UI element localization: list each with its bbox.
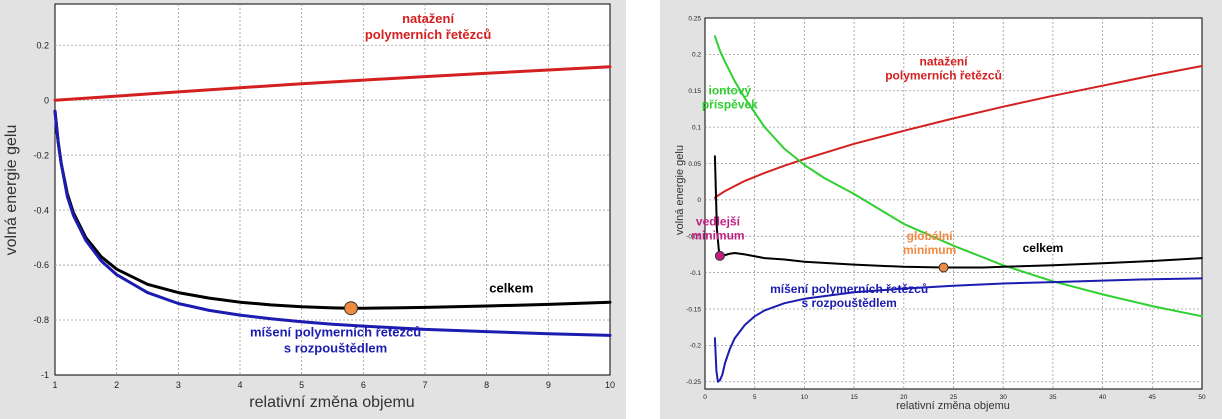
x-tick-label: 30 [1000,394,1008,401]
y-tick-label: -0.1 [690,270,702,277]
y-tick-label: 0 [697,197,701,204]
left-chart: 1 2 3 4 5 6 7 8 9 10 0.2 0 -0.2 -0.4 -0.6 -0.8 -1 nataž… [3,3,615,411]
y-axis-label: volná energie gelu [674,145,686,235]
y-tick-labels: 0.25 0.2 0.15 0.1 0.05 0 -0.05 -0.1 -0.15 -0.2 -0.… [686,15,701,386]
annotation-line: natažení [920,54,969,68]
x-tick-label: 7 [422,380,427,390]
right-chart-panel: 0 5 10 15 20 25 30 35 40 45 50 0.25 0.2 0.15 0.1 0.05 0… [660,0,1222,419]
x-tick-label: 5 [753,394,757,401]
x-tick-label: 0 [703,394,707,401]
x-tick-label: 9 [546,380,551,390]
x-tick-label: 2 [114,380,119,390]
annotation-line: míšení polymerních řetězců [250,325,421,340]
y-tick-label: 0.2 [36,40,49,50]
x-tick-label: 45 [1149,394,1157,401]
y-tick-label: -0.4 [33,205,49,215]
markers [714,250,949,273]
y-tick-label: 0.2 [692,52,701,59]
y-axis-label: volná energie gelu [3,125,20,256]
series-line-mixing [713,277,1203,383]
annotation-line: globální [907,229,954,243]
y-tick-label: -1 [41,370,49,380]
x-tick-label: 10 [605,380,615,390]
annotation-ionic_label: iontový příspěvek [702,83,758,111]
marker-global_min [344,301,358,316]
x-tick-label: 25 [950,394,958,401]
x-tick-labels: 0 5 10 15 20 25 30 35 40 45 50 [703,394,1206,401]
series-lines [53,65,612,337]
y-tick-label: -0.2 [690,343,702,350]
annotation-global_min_label: globální minimum [903,229,956,257]
x-tick-label: 1 [52,380,57,390]
y-tick-label: 0 [44,95,49,105]
annotation-mixing_label: míšení polymerních řetězců s rozpouštědle… [250,325,421,356]
annotation-line: s rozpouštědlem [801,296,896,310]
annotation-line: příspěvek [702,97,758,111]
markers [344,301,358,316]
annotation-line: minimum [691,228,744,242]
annotation-line: natažení [402,11,454,26]
annotation-line: s rozpouštědlem [284,341,387,356]
x-tick-label: 6 [361,380,366,390]
plot-area [54,3,611,376]
y-tick-labels: 0.2 0 -0.2 -0.4 -0.6 -0.8 -1 [33,40,49,380]
x-tick-label: 20 [900,394,908,401]
x-tick-label: 3 [176,380,181,390]
x-tick-label: 35 [1049,394,1057,401]
y-tick-label: 0.1 [692,124,701,131]
y-tick-label: -0.25 [686,379,701,386]
series-line-stretch [713,65,1203,199]
annotations: natažení polymerních řetězců iontový příspě… [691,54,1063,310]
y-tick-label: 0.05 [688,161,701,168]
x-tick-label: 50 [1198,394,1206,401]
series-line-stretch [53,65,612,102]
y-tick-label: -0.8 [33,315,49,325]
grid [705,18,1202,389]
annotation-mixing_label: míšení polymerních řetězců s rozpouštědle… [770,282,928,310]
y-tick-label: -0.6 [33,260,49,270]
x-tick-label: 10 [801,394,809,401]
x-tick-labels: 1 2 3 4 5 6 7 8 9 10 [52,380,615,390]
y-tick-label: 0.25 [688,15,701,22]
annotation-line: míšení polymerních řetězců [770,282,928,296]
grid [55,4,610,375]
annotation-stretch_label: natažení polymerních řetězců [885,54,1002,82]
annotation-line: minimum [903,243,956,257]
annotations: natažení polymerních řetězců celkem míšení … [250,11,533,355]
y-tick-label: -0.2 [33,150,49,160]
left-chart-panel: 1 2 3 4 5 6 7 8 9 10 0.2 0 -0.2 -0.4 -0.6 -0.8 -1 nataž… [0,0,626,419]
x-axis-label: relativní změna objemu [896,400,1010,412]
marker-secondary_min [714,250,725,261]
x-axis-label: relativní změna objemu [249,394,414,411]
annotation-line: polymerních řetězců [885,68,1002,82]
annotation-total_label: celkem [489,281,533,296]
marker-global_min [938,262,949,273]
annotation-stretch_label: natažení polymerních řetězců [365,11,491,42]
annotation-total_label: celkem [1023,241,1064,255]
annotation-line: polymerních řetězců [365,27,491,42]
annotation-line: vedlejší [696,214,741,228]
x-tick-label: 5 [299,380,304,390]
x-tick-label: 4 [237,380,242,390]
x-tick-label: 40 [1099,394,1107,401]
series-line-mixing [53,109,612,337]
y-tick-label: -0.05 [686,234,701,241]
annotation-line: celkem [1023,241,1064,255]
annotation-line: iontový [709,83,752,97]
x-tick-label: 15 [850,394,858,401]
x-tick-label: 8 [484,380,489,390]
y-tick-label: -0.15 [686,306,701,313]
annotation-secondary_min_label: vedlejší minimum [691,214,744,242]
right-chart: 0 5 10 15 20 25 30 35 40 45 50 0.250.20.150.10.050… [674,15,1206,412]
annotation-line: celkem [489,281,533,296]
series-lines [713,35,1203,383]
y-tick-label: 0.15 [688,88,701,95]
